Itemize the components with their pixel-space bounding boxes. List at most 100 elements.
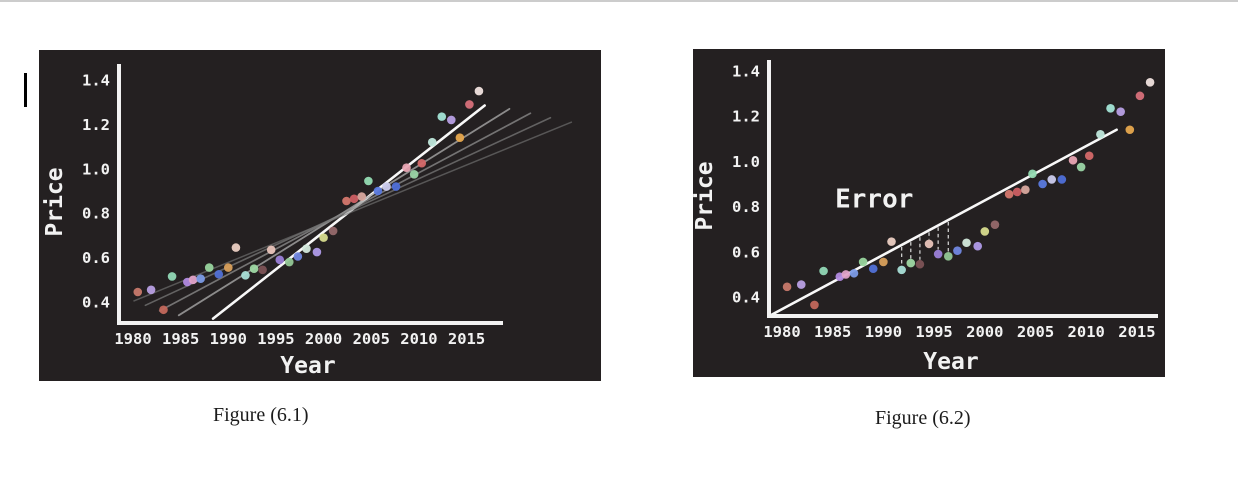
data-point <box>474 86 484 96</box>
data-point <box>437 112 447 121</box>
x-tick-label: 2005 <box>353 330 390 348</box>
regression-line <box>767 128 1118 318</box>
data-point <box>1116 107 1125 116</box>
data-point <box>266 245 276 255</box>
y-tick-label: 0.4 <box>732 289 760 307</box>
x-tick-label: 2000 <box>966 323 1003 341</box>
data-point <box>962 238 971 248</box>
data-point <box>868 264 878 274</box>
x-tick-label: 1985 <box>814 323 851 341</box>
chart-panel-figure-6-1: 1980 1985 1990 1995 2000 2005 2010 2015 0.4 0.6 0.… <box>39 50 601 381</box>
data-point <box>1038 179 1047 189</box>
data-point <box>241 271 250 280</box>
data-point <box>1068 155 1078 165</box>
data-point <box>231 243 241 252</box>
data-point <box>1076 162 1086 172</box>
data-point <box>1057 175 1067 184</box>
data-point <box>980 227 990 236</box>
x-tick-label: 2015 <box>448 330 485 348</box>
data-point <box>1021 185 1030 194</box>
data-point <box>373 186 383 196</box>
data-point <box>146 285 156 295</box>
data-point <box>1004 189 1014 199</box>
x-tick-label: 1990 <box>865 323 902 341</box>
y-tick-label: 0.6 <box>732 243 760 261</box>
data-point <box>275 255 285 265</box>
data-point <box>364 176 373 186</box>
data-point <box>402 163 411 172</box>
data-point <box>188 275 198 285</box>
data-point <box>1084 151 1094 161</box>
y-tick-label: 1.2 <box>732 108 760 126</box>
data-point <box>810 300 819 310</box>
data-point <box>357 192 367 201</box>
candidate-fit-line <box>144 116 552 307</box>
top-border-line <box>0 0 1238 2</box>
text-cursor <box>24 73 27 107</box>
x-tick-label: 1990 <box>210 330 247 348</box>
scatter-chart-figure-6-1: 1980 1985 1990 1995 2000 2005 2010 2015 0.4 0.6 0.… <box>42 64 573 379</box>
data-point <box>196 274 205 283</box>
data-point <box>841 270 851 279</box>
data-point <box>447 115 456 125</box>
data-point <box>1047 175 1057 184</box>
x-tick-label: 1980 <box>763 323 800 341</box>
x-tick-label: 2005 <box>1017 323 1054 341</box>
data-point <box>1012 187 1022 197</box>
x-tick-label: 2015 <box>1118 323 1155 341</box>
data-point <box>133 287 143 297</box>
data-point <box>427 137 437 147</box>
y-tick-label: 1.0 <box>82 160 110 178</box>
data-point <box>465 100 474 109</box>
data-point <box>302 244 311 254</box>
x-tick-label: 2010 <box>1068 323 1105 341</box>
data-point <box>328 226 338 236</box>
data-point <box>382 182 391 191</box>
data-point <box>858 257 868 267</box>
data-point <box>159 305 168 315</box>
figure-caption-6-1: Figure (6.1) <box>213 404 309 426</box>
x-axis-title: Year <box>280 353 335 379</box>
data-point <box>943 252 953 261</box>
data-point <box>849 268 859 278</box>
data-point <box>796 280 806 289</box>
x-axis-title: Year <box>923 349 978 375</box>
data-point <box>973 241 983 251</box>
regression-line <box>211 104 486 320</box>
data-point <box>204 263 214 272</box>
y-tick-label: 1.4 <box>82 72 110 90</box>
data-point <box>342 196 351 206</box>
data-point <box>1106 103 1115 113</box>
data-point <box>455 133 465 143</box>
y-axis-title: Price <box>42 167 68 236</box>
data-point <box>224 263 233 272</box>
figure-caption-6-2: Figure (6.2) <box>875 407 971 429</box>
data-point <box>915 259 925 269</box>
data-point <box>953 246 962 255</box>
y-tick-label: 1.2 <box>82 116 110 134</box>
y-tick-label: 1.4 <box>732 63 760 81</box>
data-point <box>312 247 322 257</box>
data-point <box>990 220 1000 229</box>
y-axis-title: Price <box>693 161 718 230</box>
data-point <box>417 158 427 168</box>
x-tick-label: 2000 <box>305 330 342 348</box>
data-point <box>924 239 934 249</box>
x-tick-label: 1995 <box>257 330 294 348</box>
data-point <box>258 265 267 275</box>
data-point <box>887 237 896 246</box>
data-point <box>1125 125 1135 135</box>
error-label: Error <box>835 185 913 215</box>
y-tick-label: 0.8 <box>732 198 760 216</box>
y-tick-label: 0.4 <box>82 294 110 312</box>
scatter-chart-figure-6-2: 1980 1985 1990 1995 2000 2005 2010 2015 0.4 0.6 0.… <box>693 60 1158 375</box>
x-tick-label: 1985 <box>162 330 199 348</box>
candidate-fit-line <box>133 121 573 302</box>
data-point <box>349 194 359 204</box>
data-point <box>819 266 828 276</box>
x-tick-label: 1980 <box>114 330 151 348</box>
data-point <box>782 282 792 292</box>
x-tick-label: 2010 <box>400 330 437 348</box>
data-point <box>906 258 916 268</box>
data-point <box>879 257 888 267</box>
